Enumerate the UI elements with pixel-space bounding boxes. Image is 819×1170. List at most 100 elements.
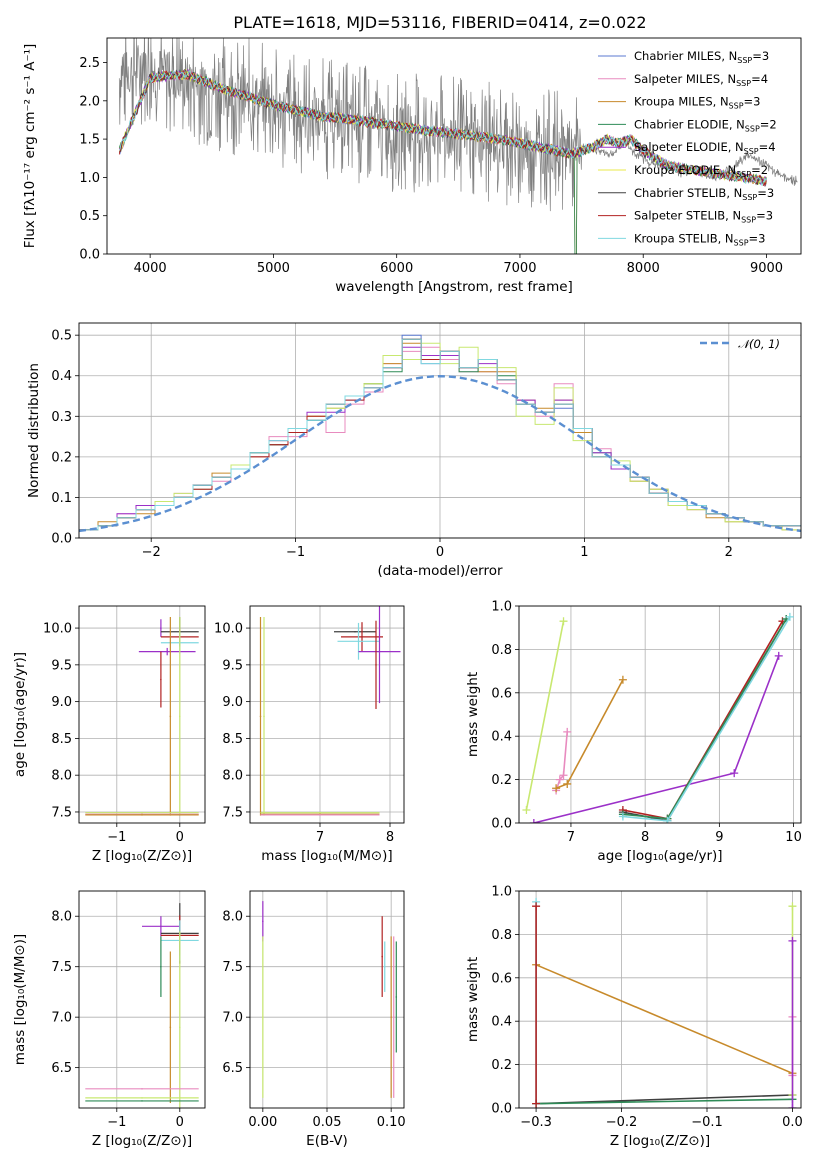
y-axis-label: age [log₁₀(age/yr)] — [12, 652, 28, 777]
x-axis-label: (data-model)/error — [377, 563, 503, 579]
y-tick-label: 0.0 — [79, 248, 100, 263]
y-tick-label: 8.0 — [51, 769, 72, 784]
x-tick-label: 9 — [715, 830, 723, 845]
legend-label: Salpeter ELODIE, NSSP=4 — [634, 140, 776, 156]
legend-label: Kroupa MILES, NSSP=3 — [634, 95, 760, 111]
plus-marker — [663, 816, 672, 823]
x-axis-label: Z [log₁₀(Z/Z⊙)] — [92, 848, 192, 864]
data-point — [169, 715, 172, 718]
y-tick-label: 8.0 — [222, 769, 243, 784]
data-point — [262, 1016, 264, 1018]
plus-marker — [563, 779, 572, 788]
legend-label: Salpeter MILES, NSSP=4 — [634, 72, 768, 88]
y-tick-label: 0.2 — [491, 1058, 512, 1073]
legend-label: Kroupa ELODIE, NSSP=2 — [634, 163, 768, 179]
x-tick-label: −1 — [107, 830, 126, 845]
plus-marker — [532, 902, 541, 911]
panel-3: −1 0 7.5 8.0 8.5 9.0 9.5 10.0 Z [log₁₀(Z/Z⊙)] age… — [12, 605, 206, 864]
y-tick-label: 8.5 — [51, 732, 72, 747]
plus-marker — [532, 1099, 541, 1108]
data-point — [141, 1100, 143, 1102]
data-point — [160, 678, 162, 681]
legend-suffix: =3 — [744, 95, 761, 109]
x-tick-label: 7000 — [503, 261, 536, 276]
y-tick-label: 7.0 — [51, 1011, 72, 1026]
legend-label: Kroupa STELIB, NSSP=3 — [634, 231, 765, 247]
data-point — [166, 650, 168, 653]
x-tick-label: 2 — [725, 545, 733, 560]
y-tick-label: 10.0 — [43, 622, 72, 637]
y-tick-label: 10.0 — [214, 622, 243, 637]
x-tick-label: 9000 — [750, 261, 783, 276]
x-tick-label: 7 — [567, 830, 575, 845]
legend-label: Chabrier MILES, NSSP=3 — [634, 49, 769, 65]
x-tick-label: 0.10 — [377, 1115, 406, 1130]
data-point — [357, 640, 360, 643]
axes-frame — [249, 605, 405, 824]
legend-suffix: =3 — [752, 49, 769, 63]
data-point — [392, 1016, 395, 1018]
x-tick-label: 0.0 — [782, 1115, 803, 1130]
legend-subscript: SSP — [736, 79, 751, 88]
plus-marker — [774, 651, 783, 660]
y-tick-label: 6.5 — [222, 1061, 243, 1076]
data-point — [378, 650, 381, 653]
series-line-1 — [535, 964, 793, 1075]
series-line-7 — [622, 618, 787, 820]
plus-marker — [788, 902, 797, 911]
axes-frame — [78, 322, 802, 539]
legend-suffix: =4 — [751, 72, 768, 86]
y-tick-label: 7.5 — [222, 805, 243, 820]
data-point — [160, 965, 162, 968]
y-tick-label: 9.0 — [222, 695, 243, 710]
data-point — [160, 925, 162, 928]
plot-area — [79, 891, 205, 1108]
y-tick-label: 6.5 — [51, 1061, 72, 1076]
legend-label: Chabrier STELIB, NSSP=3 — [634, 186, 774, 202]
data-point — [354, 630, 356, 633]
plus-marker — [552, 784, 561, 793]
data-point — [375, 664, 377, 666]
panel-6: −1 0 6.5 7.0 7.5 8.0 Z [log₁₀(Z/Z⊙)] mass [log₁… — [12, 890, 206, 1149]
plus-marker — [730, 769, 739, 778]
y-tick-label: 0.8 — [491, 928, 512, 943]
y-tick-label: 2.0 — [79, 94, 100, 109]
series-line-1 — [525, 621, 565, 811]
legend-suffix: =3 — [757, 186, 774, 200]
panel-4: 7 8 7.5 8.0 8.5 9.0 9.5 10.0 mass [log₁₀(M/M⊙)] — [214, 605, 405, 864]
plus-marker — [559, 771, 568, 780]
data-point — [179, 1026, 181, 1029]
x-tick-label: −0.3 — [520, 1115, 552, 1130]
legend-subscript: SSP — [734, 238, 749, 247]
data-point — [179, 715, 181, 718]
y-tick-label: 0.4 — [491, 730, 512, 745]
plot-area — [250, 606, 404, 823]
x-tick-label: 8000 — [627, 261, 660, 276]
x-tick-label: 1 — [580, 545, 588, 560]
x-tick-label: 8 — [386, 830, 394, 845]
legend-subscript: SSP — [729, 102, 744, 111]
plot-area — [79, 606, 205, 823]
legend-suffix: =2 — [751, 163, 768, 177]
data-point — [263, 715, 265, 718]
plus-marker — [522, 805, 531, 814]
data-point — [383, 965, 386, 968]
histogram-9 — [79, 338, 801, 531]
axes-frame — [518, 890, 802, 1109]
data-point — [390, 1016, 392, 1018]
legend-subscript: SSP — [745, 124, 760, 133]
plot-area — [519, 891, 801, 1108]
x-axis-label: Z [log₁₀(Z/Z⊙)] — [92, 1133, 192, 1149]
y-tick-label: 0.5 — [51, 329, 72, 344]
legend-subscript: SSP — [737, 56, 752, 65]
axes-frame — [249, 890, 405, 1109]
panel-7: 0.00 0.05 0.10 6.5 7.0 7.5 8.0 E(B-V) — [222, 890, 406, 1149]
series-line-6 — [622, 620, 784, 820]
y-tick-label: 9.0 — [51, 695, 72, 710]
plus-marker — [788, 936, 797, 945]
x-axis-label: wavelength [Angstrom, rest frame] — [335, 279, 573, 295]
series-line-3 — [536, 1098, 793, 1105]
series-line-3 — [555, 679, 624, 790]
data-point — [141, 814, 143, 816]
